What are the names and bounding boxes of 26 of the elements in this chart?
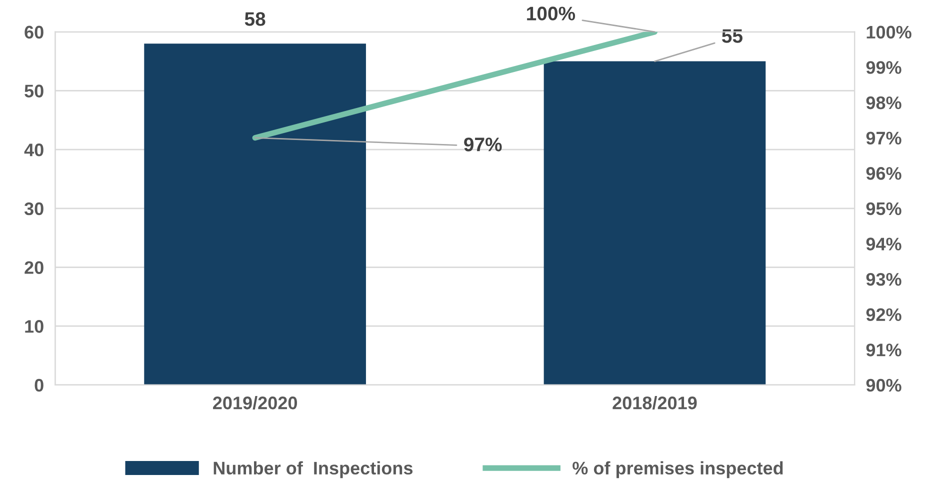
- y-tick-label: 40: [24, 144, 44, 156]
- y2-tick-label: 92%: [866, 308, 902, 322]
- y2-tick-label: 100%: [866, 26, 912, 39]
- y-tick-label: 20: [24, 261, 44, 274]
- y2-tick-label: 97%: [866, 132, 902, 145]
- x-tick-label: 2019/2020: [213, 396, 297, 410]
- data-label: 58: [244, 12, 266, 26]
- y-tick-label: 30: [24, 202, 44, 216]
- y2-tick-label: 93%: [866, 272, 902, 286]
- y2-tick-label: 99%: [866, 61, 902, 74]
- data-label: 97%: [464, 138, 502, 152]
- y-tick-label: 0: [34, 378, 44, 392]
- data-label: 55: [722, 29, 742, 43]
- y-tick-label: 60: [24, 26, 44, 39]
- data-label: 100%: [527, 6, 576, 20]
- y2-tick-label: 95%: [866, 202, 902, 216]
- y-tick-label: 50: [24, 84, 44, 98]
- y2-tick-label: 98%: [866, 96, 902, 110]
- y2-tick-label: 94%: [866, 238, 902, 250]
- legend-label: Number of Inspections: [214, 461, 413, 478]
- legend-label: % of premises inspected: [572, 461, 783, 478]
- x-tick-label: 2018/2019: [612, 396, 697, 410]
- y-tick-label: 10: [25, 320, 44, 333]
- y2-tick-label: 91%: [866, 344, 902, 356]
- y2-tick-label: 96%: [866, 167, 902, 180]
- y2-tick-label: 90%: [866, 378, 902, 392]
